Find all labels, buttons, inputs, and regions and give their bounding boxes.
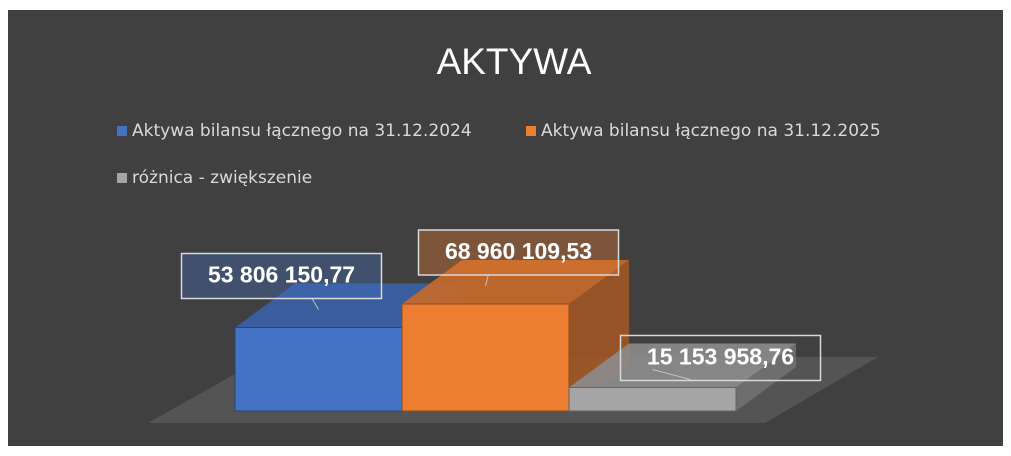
legend-label: różnica - zwiększenie — [132, 168, 312, 188]
data-label-box — [619, 334, 822, 382]
legend-label: Aktywa bilansu łącznego na 31.12.2024 — [132, 121, 472, 141]
bar — [568, 386, 737, 412]
data-label: 15 153 958,76 — [647, 344, 794, 370]
legend-swatch — [117, 173, 127, 183]
leader-line — [652, 369, 691, 380]
bar-side — [736, 343, 796, 411]
data-label: 53 806 150,77 — [208, 262, 355, 288]
bar — [234, 327, 403, 412]
legend-label: Aktywa bilansu łącznego na 31.12.2025 — [541, 121, 881, 141]
data-label: 68 960 109,53 — [445, 238, 592, 264]
bar — [401, 303, 570, 412]
bar-top — [569, 343, 796, 388]
legend-swatch — [526, 126, 536, 136]
leader-line — [311, 297, 319, 310]
data-label-box — [180, 252, 383, 300]
data-label-box — [417, 229, 620, 276]
leader-line — [485, 273, 489, 287]
legend-swatch — [117, 126, 127, 136]
chart-title: AKTYWA — [437, 41, 592, 82]
bar-top — [402, 260, 629, 304]
